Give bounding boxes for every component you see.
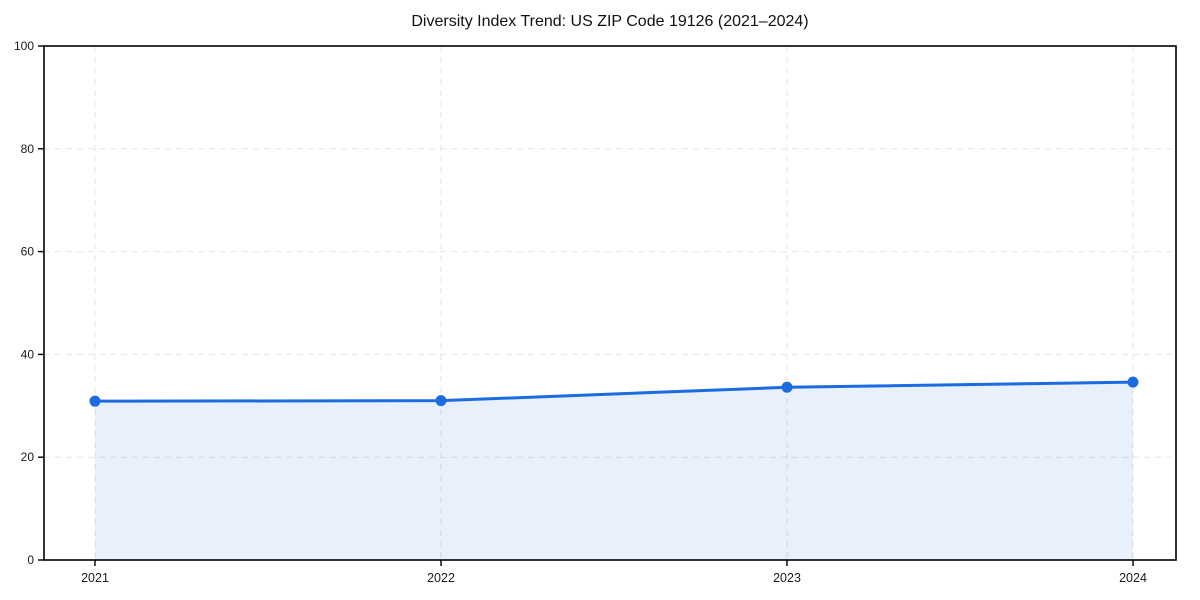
data-point-2023 bbox=[781, 381, 793, 393]
data-point-2021 bbox=[89, 395, 101, 407]
y-tick-label: 100 bbox=[14, 39, 34, 53]
data-point-2022 bbox=[435, 395, 447, 407]
y-tick-label: 40 bbox=[21, 347, 35, 361]
x-tick-label: 2021 bbox=[81, 571, 109, 585]
y-tick-label: 0 bbox=[27, 553, 34, 567]
x-tick-label: 2023 bbox=[773, 571, 801, 585]
x-tick-label: 2022 bbox=[427, 571, 455, 585]
data-point-2024 bbox=[1127, 376, 1139, 388]
area-fill bbox=[95, 382, 1133, 560]
y-tick-label: 20 bbox=[21, 450, 35, 464]
plot-border bbox=[43, 45, 1177, 561]
x-tick-label: 2024 bbox=[1119, 571, 1147, 585]
trend-line bbox=[93, 380, 1135, 403]
y-tick-label: 60 bbox=[21, 245, 35, 259]
chart-title: Diversity Index Trend: US ZIP Code 19126… bbox=[411, 13, 809, 30]
y-tick-label: 80 bbox=[21, 142, 35, 156]
